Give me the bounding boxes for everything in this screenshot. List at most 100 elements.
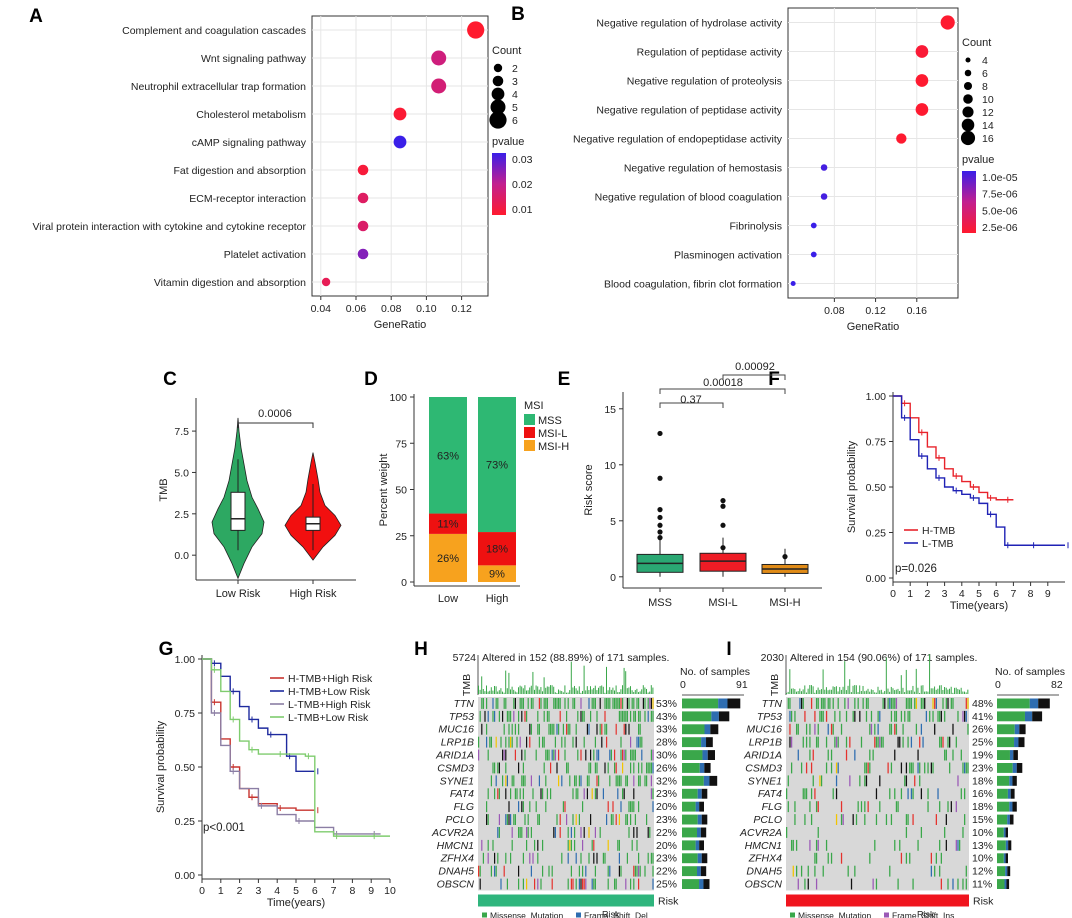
mutation-cell	[631, 749, 633, 761]
mutation-cell	[522, 788, 524, 800]
mutation-cell	[602, 788, 604, 800]
mutation-cell	[553, 723, 555, 735]
sample-count-bar	[1005, 827, 1008, 838]
mutation-cell	[880, 736, 883, 748]
mutation-cell	[633, 878, 635, 890]
mutation-cell	[519, 827, 521, 838]
mutation-cell	[614, 878, 616, 890]
tmb-bar	[591, 689, 593, 694]
tmb-bar	[859, 685, 861, 694]
mutation-cell	[832, 788, 834, 800]
mutation-cell	[795, 865, 798, 877]
tmb-bar	[479, 689, 481, 694]
mutation-cell	[864, 814, 866, 825]
sample-count-bar	[697, 866, 701, 877]
mutation-cell	[920, 698, 923, 709]
sample-count-bar	[709, 775, 718, 786]
y-axis-label: TMB	[158, 478, 170, 501]
mutation-cell	[899, 736, 901, 748]
mutation-cell	[639, 710, 641, 722]
tmb-bar	[792, 688, 794, 694]
mutation-cell	[950, 698, 952, 709]
mutation-cell	[947, 736, 949, 748]
sample-count-bar	[1013, 750, 1018, 760]
mutation-cell	[840, 852, 843, 864]
mutation-cell	[548, 710, 550, 722]
y-tick-label: 0.75	[175, 708, 196, 720]
altered-summary: Altered in 152 (88.89%) of 171 samples.	[482, 652, 669, 664]
bar-segment-mss	[429, 397, 467, 514]
mutation-cell	[819, 775, 821, 787]
y-tick-label: Vitamin digestion and absorption	[154, 277, 306, 289]
size-legend-dot	[963, 81, 973, 91]
sample-count-bar	[718, 711, 730, 722]
mutation-cell	[877, 736, 879, 748]
mutation-cell	[874, 839, 876, 851]
tmb-bar	[553, 686, 555, 694]
mutation-cell	[834, 710, 836, 722]
mutation-cell	[610, 814, 612, 825]
x-tick-label: 6	[993, 588, 999, 600]
sample-count-bar	[1005, 840, 1009, 851]
mutation-cell	[867, 762, 869, 774]
sample-count-bar	[1029, 698, 1039, 709]
mutation-cell	[630, 878, 632, 890]
mutation-cell	[919, 736, 921, 748]
mutation-cell	[492, 839, 494, 851]
x-tick-label: 5	[976, 588, 982, 600]
mutation-cell	[615, 775, 617, 787]
tmb-bar	[820, 689, 822, 694]
y-tick-label: Negative regulation of endopeptidase act…	[573, 134, 783, 146]
gene-label: PCLO	[753, 814, 782, 826]
mutation-cell	[546, 698, 548, 709]
pvalue-colorbar	[962, 171, 976, 233]
mutation-cell	[609, 865, 611, 877]
mutation-cell	[612, 814, 614, 825]
mutation-cell	[506, 775, 508, 787]
gene-label: HMCN1	[437, 840, 474, 852]
mutation-cell	[815, 839, 818, 851]
mutation-cell	[902, 736, 904, 748]
tmb-bar	[588, 690, 590, 694]
tmb-bar	[506, 688, 508, 694]
mutation-cell	[612, 801, 614, 813]
mutation-cell	[585, 865, 587, 877]
mutation-cell	[952, 698, 954, 709]
mutation-cell	[895, 801, 898, 813]
mutation-cell	[490, 865, 492, 877]
tmb-bar	[840, 689, 842, 694]
tmb-bar	[487, 691, 489, 694]
mutation-cell	[894, 749, 896, 761]
data-label: 9%	[489, 569, 505, 581]
tmb-bar	[917, 687, 919, 694]
tmb-bar	[606, 666, 607, 694]
mutation-cell	[623, 788, 625, 800]
mutation-cell	[550, 723, 552, 735]
mutation-cell	[615, 878, 617, 890]
mutation-cell	[566, 710, 568, 722]
mutation-cell	[907, 814, 909, 825]
mutation-cell	[912, 788, 914, 800]
mutation-cell	[511, 839, 513, 851]
mutation-cell	[905, 852, 908, 864]
mutation-cell	[827, 749, 829, 761]
mutation-cell	[638, 698, 640, 709]
tmb-bar	[860, 691, 862, 694]
mutation-cell	[652, 749, 654, 761]
mutation-cell	[593, 698, 595, 709]
legend-label: MSI-H	[538, 441, 569, 453]
mutation-cell	[558, 723, 560, 735]
mutation-cell	[877, 710, 879, 722]
x-tick-label: High	[486, 593, 509, 605]
box	[699, 552, 747, 572]
p-value-annotation: 0.00092	[735, 361, 775, 373]
mutation-cell	[789, 723, 791, 735]
tmb-bar	[647, 692, 649, 694]
tmb-bar	[937, 688, 939, 694]
sample-count-bar	[1009, 775, 1013, 786]
legend-swatch	[884, 912, 889, 918]
size-legend-label: 10	[982, 94, 994, 106]
tmb-bar	[567, 692, 569, 694]
mutation-cell	[895, 723, 898, 735]
risk-label: Risk	[658, 896, 679, 908]
